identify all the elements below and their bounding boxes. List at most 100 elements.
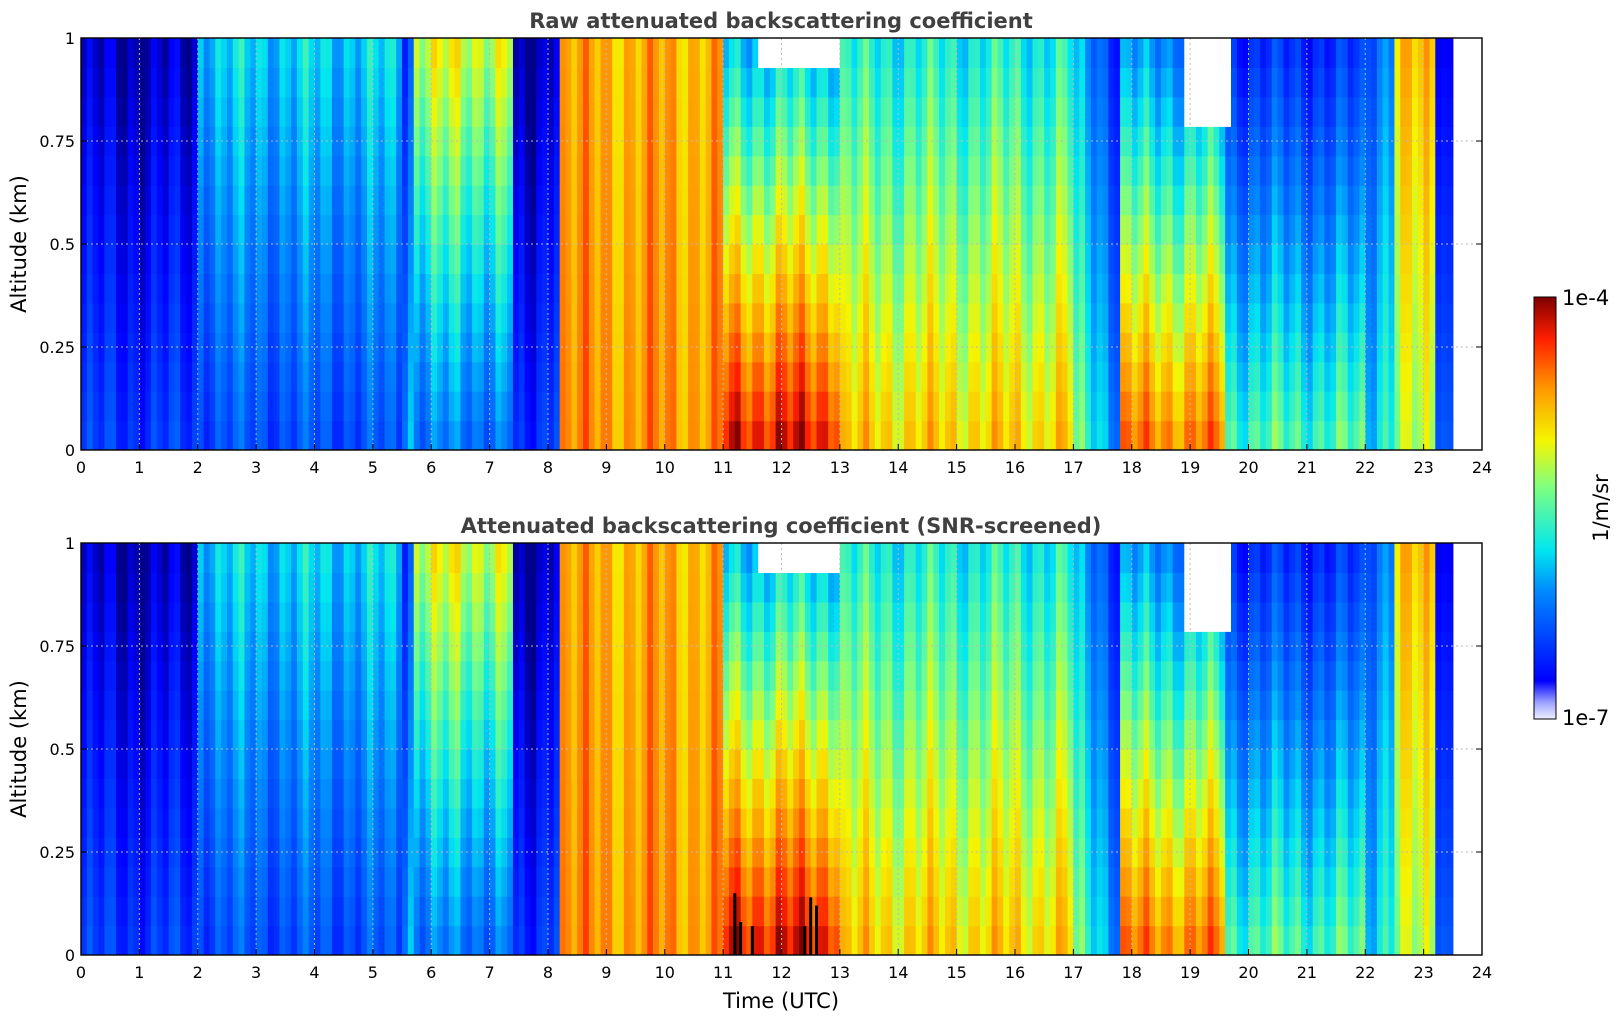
heatmap-cell [944, 185, 952, 216]
heatmap-cell [1108, 38, 1115, 69]
heatmap-cell [571, 807, 578, 838]
heatmap-cell [501, 866, 508, 897]
heatmap-cell [1044, 361, 1051, 392]
heatmap-cell [413, 778, 421, 809]
heatmap-cell [425, 660, 432, 691]
x-tick-label: 6 [426, 458, 436, 477]
heatmap-cell [542, 420, 549, 450]
heatmap-cell [647, 420, 654, 450]
heatmap-cell [92, 866, 100, 897]
heatmap-cell [355, 214, 362, 245]
heatmap-cell [968, 244, 975, 275]
heatmap-cell [372, 38, 380, 69]
heatmap-cell [828, 67, 835, 98]
heatmap-cell [548, 690, 555, 721]
heatmap-cell [221, 572, 228, 603]
heatmap-cell [203, 719, 211, 750]
heatmap-cell [1160, 126, 1168, 157]
heatmap-cell [588, 660, 596, 691]
heatmap-cell [431, 749, 438, 780]
heatmap-cell [1435, 214, 1442, 245]
heatmap-cell [699, 214, 707, 245]
heatmap-cell [658, 543, 666, 574]
heatmap-cell [711, 601, 718, 632]
heatmap-cell [816, 391, 823, 422]
heatmap-cell [635, 837, 642, 868]
heatmap-cell [1271, 214, 1279, 245]
heatmap-cell [1446, 244, 1454, 275]
heatmap-cell [203, 185, 211, 216]
heatmap-cell [898, 244, 905, 275]
heatmap-cell [296, 332, 304, 363]
heatmap-cell [1067, 185, 1074, 216]
heatmap-cell [699, 925, 707, 955]
heatmap-cell [518, 778, 526, 809]
heatmap-cell [734, 807, 742, 838]
heatmap-cell [997, 273, 1004, 304]
heatmap-cell [880, 38, 888, 69]
heatmap-cell [454, 866, 462, 897]
heatmap-cell [1406, 391, 1413, 422]
heatmap-cell [355, 96, 362, 127]
heatmap-cell [845, 244, 853, 275]
heatmap-cell [1073, 185, 1080, 216]
heatmap-cell [337, 420, 345, 450]
heatmap-cell [658, 660, 666, 691]
heatmap-cell [693, 719, 701, 750]
heatmap-cell [962, 185, 969, 216]
heatmap-cell [1038, 302, 1045, 333]
heatmap-cell [191, 749, 199, 780]
heatmap-cell [530, 719, 537, 750]
heatmap-cell [968, 214, 975, 245]
heatmap-cell [985, 214, 993, 245]
heatmap-cell [1172, 273, 1180, 304]
heatmap-cell [658, 214, 666, 245]
heatmap-cell [197, 631, 205, 662]
heatmap-cell [419, 38, 427, 69]
heatmap-cell [1131, 126, 1139, 157]
heatmap-cell [285, 185, 292, 216]
heatmap-cell [361, 126, 368, 157]
heatmap-cell [127, 302, 135, 333]
heatmap-cell [1312, 361, 1320, 392]
heatmap-cell [886, 126, 894, 157]
heatmap-cell [1306, 185, 1314, 216]
heatmap-cell [232, 543, 240, 574]
heatmap-cell [571, 302, 578, 333]
heatmap-cell [390, 778, 397, 809]
heatmap-cell [787, 244, 794, 275]
heatmap-cell [524, 244, 532, 275]
heatmap-cell [1067, 214, 1074, 245]
heatmap-cell [209, 660, 216, 691]
heatmap-cell [402, 420, 409, 450]
heatmap-cell [857, 67, 864, 98]
heatmap-cell [343, 749, 351, 780]
heatmap-cell [1125, 391, 1133, 422]
heatmap-cell [1365, 126, 1372, 157]
heatmap-cell [512, 96, 520, 127]
heatmap-cell [296, 391, 304, 422]
heatmap-cell [86, 96, 94, 127]
heatmap-cell [623, 601, 631, 632]
heatmap-cell [752, 332, 759, 363]
heatmap-cell [256, 96, 263, 127]
heatmap-cell [583, 185, 590, 216]
heatmap-cell [530, 601, 537, 632]
heatmap-cell [734, 391, 742, 422]
heatmap-cell [781, 38, 788, 69]
heatmap-cell [740, 126, 748, 157]
heatmap-cell [1125, 126, 1133, 157]
heatmap-cell [191, 896, 199, 927]
heatmap-cell [162, 601, 170, 632]
heatmap-cell [1155, 302, 1162, 333]
heatmap-cell [518, 925, 526, 955]
heatmap-cell [553, 543, 561, 574]
heatmap-cell [559, 660, 567, 691]
heatmap-cell [594, 244, 602, 275]
heatmap-cell [186, 96, 193, 127]
heatmap-cell [869, 302, 876, 333]
heatmap-cell [892, 126, 899, 157]
heatmap-cell [1067, 67, 1074, 98]
heatmap-cell [1061, 155, 1069, 186]
heatmap-cell [191, 601, 199, 632]
